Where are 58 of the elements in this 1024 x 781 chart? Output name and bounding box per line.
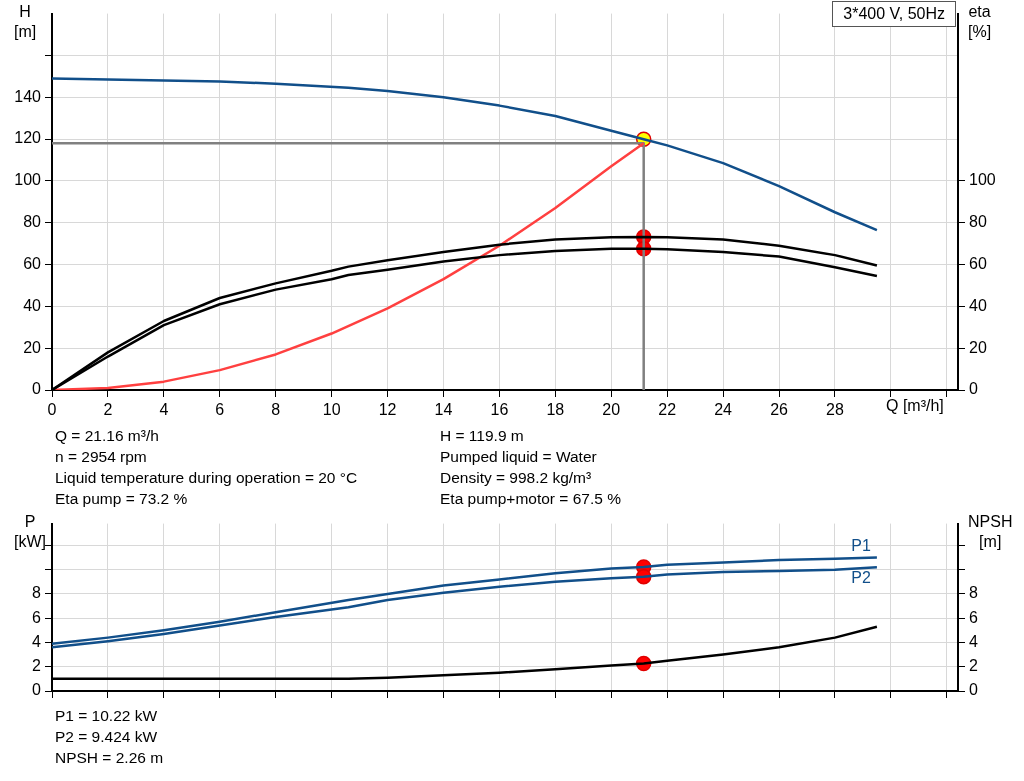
x-tick-label: 18 <box>546 401 565 419</box>
series-label: P1 <box>851 536 871 554</box>
y-tick-label: 6 <box>32 608 42 626</box>
y-tick-label: 100 <box>14 171 42 189</box>
text: H = 119.9 m <box>440 427 524 445</box>
y2-tick-label: 40 <box>969 296 987 314</box>
chart-title: 3*400 V, 50Hz <box>832 1 956 27</box>
x-tick-label: 2 <box>103 401 113 419</box>
text: Liquid temperature during operation = 20 °C <box>55 469 358 487</box>
text: NPSH = 2.26 m <box>55 749 164 767</box>
y2-tick-label: 20 <box>969 338 987 356</box>
x-tick-label: 12 <box>378 401 397 419</box>
text: Density = 998.2 kg/m³ <box>440 469 592 487</box>
y2-tick-label: 0 <box>969 681 978 699</box>
series-label: P2 <box>851 568 871 586</box>
y2-tick-label: 8 <box>969 584 978 602</box>
y-tick-label: 0 <box>32 681 42 699</box>
x-tick-label: 20 <box>602 401 621 419</box>
y2-tick-label: 60 <box>969 254 987 272</box>
y-tick-label: 80 <box>23 213 42 231</box>
y-tick-label: 40 <box>23 296 42 314</box>
y2-tick-label: 2 <box>969 657 978 675</box>
y-axis-title: H [m] <box>14 2 37 42</box>
y-axis-title: P [kW] <box>14 512 46 552</box>
y-tick-label: 140 <box>14 87 42 105</box>
text: Q = 21.16 m³/h <box>55 427 159 445</box>
text: Eta pump = 73.2 % <box>55 490 188 508</box>
y-tick-label: 20 <box>23 338 42 356</box>
y-tick-label: 60 <box>23 254 42 272</box>
x-tick-label: 22 <box>658 401 677 419</box>
text: Pumped liquid = Water <box>440 448 597 466</box>
x-tick-label: 6 <box>215 401 225 419</box>
text: P2 = 9.424 kW <box>55 728 158 746</box>
y2-tick-label: 100 <box>969 171 996 189</box>
y-tick-label: 120 <box>14 129 42 147</box>
text: Eta pump+motor = 67.5 % <box>440 490 621 508</box>
text: n = 2954 rpm <box>55 448 147 466</box>
y2-tick-label: 6 <box>969 608 978 626</box>
x-axis-title: Q [m³/h] <box>886 397 944 415</box>
y-tick-label: 4 <box>32 632 42 650</box>
x-tick-label: 0 <box>47 401 57 419</box>
x-tick-label: 4 <box>159 401 169 419</box>
text: P1 = 10.22 kW <box>55 707 158 725</box>
x-tick-label: 8 <box>271 401 281 419</box>
y2-axis-title: NPSH [m] <box>968 512 1013 552</box>
y-tick-label: 0 <box>32 380 42 398</box>
y2-tick-label: 0 <box>969 380 978 398</box>
y-tick-label: 2 <box>32 657 42 675</box>
x-tick-label: 28 <box>826 401 844 419</box>
y2-axis-title: eta [%] <box>968 2 992 42</box>
y2-tick-label: 80 <box>969 213 987 231</box>
y-tick-label: 8 <box>32 584 42 602</box>
x-tick-label: 14 <box>434 401 453 419</box>
x-tick-label: 10 <box>322 401 341 419</box>
x-tick-label: 24 <box>714 401 733 419</box>
y2-tick-label: 4 <box>969 632 978 650</box>
x-tick-label: 26 <box>770 401 789 419</box>
x-tick-label: 16 <box>490 401 509 419</box>
